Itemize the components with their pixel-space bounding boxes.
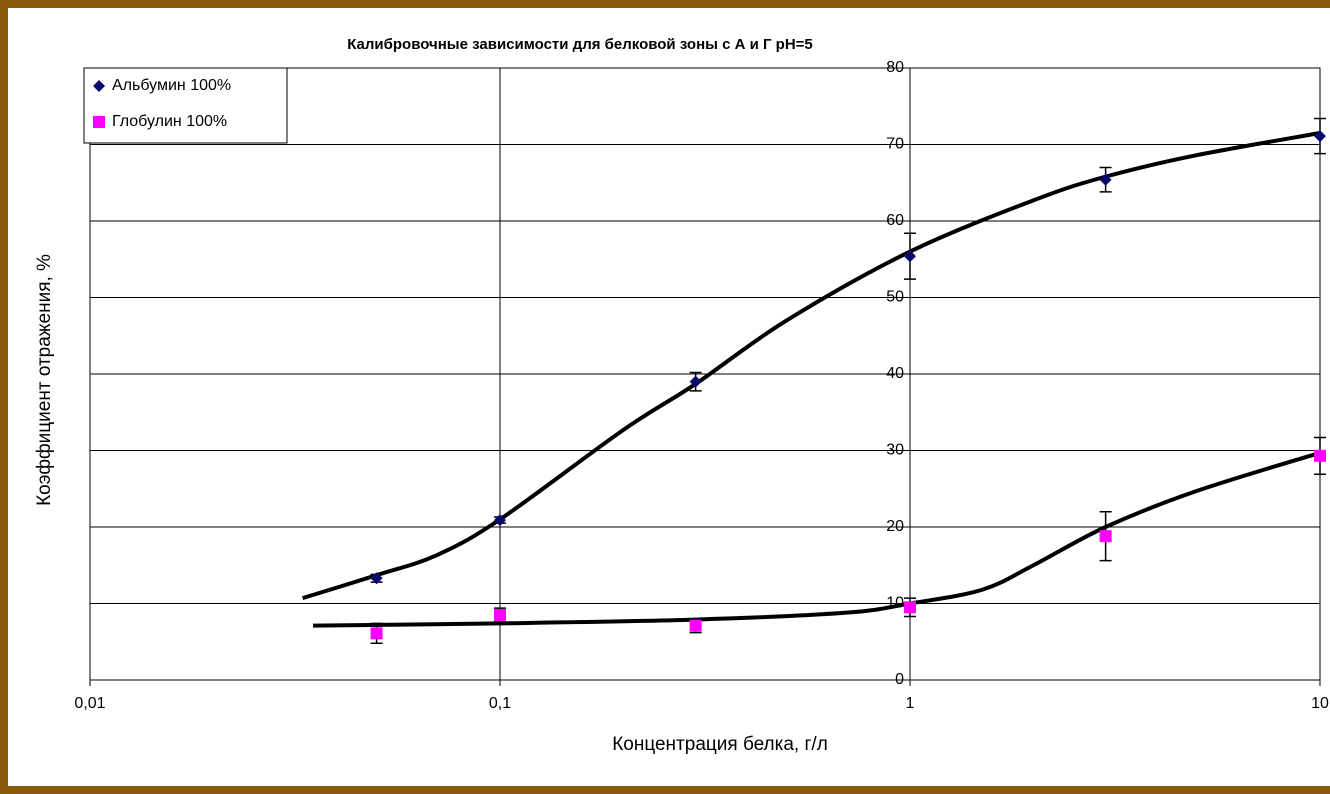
legend-label: Глобулин 100% — [112, 113, 227, 130]
y-tick-label: 30 — [886, 442, 904, 459]
legend-marker — [93, 80, 105, 92]
x-tick-label: 0,01 — [74, 695, 105, 712]
legend-label: Альбумин 100% — [112, 77, 231, 94]
y-tick-label: 40 — [886, 365, 904, 382]
y-tick-label: 70 — [886, 136, 904, 153]
legend-box — [83, 67, 288, 144]
y-tick-label: 80 — [886, 59, 904, 76]
y-axis-label: Коэффициент отражения, % — [34, 254, 55, 506]
point — [689, 619, 702, 632]
x-tick-label: 0,1 — [489, 695, 511, 712]
point — [370, 572, 383, 585]
point — [904, 601, 916, 614]
point — [494, 608, 506, 621]
x-axis-label: Концентрация белка, г/л — [612, 734, 828, 755]
point — [1314, 130, 1326, 143]
point — [689, 375, 702, 388]
chart-title: Калибровочные зависимости для белковой з… — [347, 36, 813, 53]
point — [1314, 449, 1326, 462]
legend-marker — [93, 116, 105, 128]
point — [1099, 530, 1112, 543]
point — [494, 514, 506, 527]
point — [370, 627, 383, 640]
point — [1099, 173, 1112, 186]
trendline — [301, 131, 1321, 601]
y-tick-label: 50 — [886, 289, 904, 306]
point — [904, 250, 916, 263]
x-tick-label: 10 — [1311, 695, 1329, 712]
x-tick-label: 1 — [906, 695, 915, 712]
y-tick-label: 20 — [886, 518, 904, 535]
y-tick-label: 60 — [886, 212, 904, 229]
